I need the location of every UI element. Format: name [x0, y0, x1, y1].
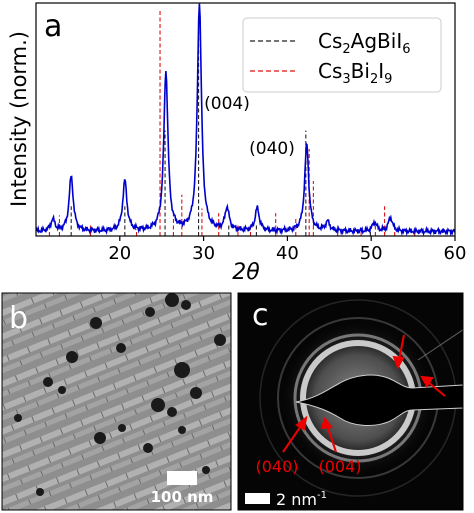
x-tick-label-3: 50	[360, 243, 383, 264]
arrow-004-left	[326, 424, 337, 453]
tem-scalebar-text: 100 nm	[151, 488, 214, 506]
nanoparticle-5	[174, 362, 190, 378]
nanoparticle-14	[94, 432, 106, 444]
nanoparticle-3	[90, 317, 102, 329]
ring-arrows	[282, 334, 446, 453]
nanoparticle-1	[181, 300, 191, 310]
nanoparticle-18	[202, 466, 210, 474]
peak-label-004: (004)	[204, 94, 250, 114]
nanoparticle-10	[14, 414, 22, 422]
xrd-plot-frame	[35, 2, 456, 237]
xrd-panel: 20 30 40 50 60 a Intensity (norm.) 2θ (004) …	[7, 2, 466, 285]
saed-pattern-panel: c (040) (004) 2 nm-1	[237, 292, 464, 511]
nanoparticle-6	[190, 387, 202, 399]
x-axis-ticks: 20 30 40 50 60	[108, 236, 466, 264]
legend: Cs2AgBiI6 Cs3Bi2I9	[242, 17, 442, 93]
saed-image	[238, 293, 463, 510]
tem-nanoparticles	[14, 293, 226, 496]
xrd-plot-area	[36, 3, 455, 236]
nanoparticle-12	[167, 407, 177, 417]
tem-image-panel: b 100 nm	[1, 292, 232, 511]
nanoparticle-13	[178, 426, 186, 434]
nanoparticle-9	[58, 386, 66, 394]
saed-scalebar-text: 2 nm-1	[276, 490, 327, 509]
beam-stop	[295, 374, 463, 426]
measured-pattern-line	[36, 3, 455, 236]
panel-c-label: c	[252, 298, 269, 333]
tem-image-frame	[1, 292, 232, 511]
nanoparticle-17	[214, 334, 226, 346]
nanoparticle-11	[151, 398, 165, 412]
panel-b-label: b	[9, 301, 28, 336]
nanoparticle-15	[118, 424, 126, 432]
peak-label-040: (040)	[249, 139, 295, 159]
nanoparticle-4	[116, 343, 126, 353]
legend-box	[242, 17, 442, 93]
saed-image-frame	[237, 292, 464, 511]
nanoparticle-19	[36, 488, 44, 496]
saed-scalebar	[245, 493, 270, 504]
arrow-upper-right	[398, 334, 405, 361]
legend-label-cs3bi2i9: Cs3Bi2I9	[318, 59, 392, 87]
panel-a-label: a	[44, 9, 62, 44]
x-tick-label-4: 60	[444, 243, 467, 264]
nanoparticle-0	[165, 293, 179, 307]
x-tick-label-2: 40	[276, 243, 299, 264]
y-axis-label: Intensity (norm.)	[7, 31, 31, 207]
x-tick-label-0: 20	[108, 243, 131, 264]
legend-label-cs2agbii6: Cs2AgBiI6	[318, 29, 411, 57]
nanoparticle-7	[66, 351, 78, 363]
arrow-right	[427, 381, 446, 397]
cs3bi2i9-reference-sticks	[48, 9, 416, 236]
x-axis-label: 2θ	[232, 260, 260, 285]
ring-label-004: (004)	[318, 457, 361, 476]
tem-scalebar	[167, 471, 197, 485]
arrow-040-left	[282, 422, 304, 453]
ring-label-040: (040)	[255, 457, 298, 476]
nanoparticle-8	[43, 377, 53, 387]
nanoparticle-2	[145, 307, 155, 317]
nanoparticle-16	[143, 443, 153, 453]
x-tick-label-1: 30	[192, 243, 215, 264]
